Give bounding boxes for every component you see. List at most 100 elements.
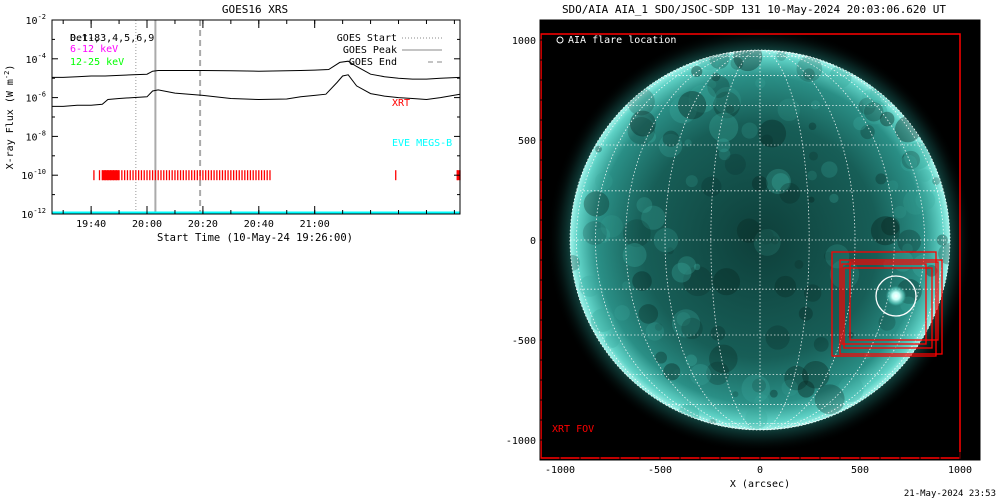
band-label-detectors: Det1,3,4,5,6,9 (70, 33, 154, 44)
solar-texture-patch (614, 305, 630, 321)
goes-x-axis: 19:40 20:00 20:20 20:40 21:00 (62, 20, 455, 230)
solar-texture-patch (736, 218, 762, 243)
solar-texture-patch (716, 138, 731, 153)
solar-texture-patch (693, 263, 701, 271)
solar-texture-patch (861, 88, 882, 109)
heliographic-grid (570, 50, 950, 430)
goes-event-lines (135, 20, 202, 214)
solar-texture-patch (641, 205, 666, 230)
solar-texture-patch (709, 344, 738, 374)
band-label-low-energy: 6-12 keV (70, 44, 118, 55)
solar-texture-patch (570, 255, 580, 271)
solar-texture-patch (718, 148, 731, 161)
solar-texture-patch (887, 180, 899, 192)
aia-y-tick-label: 500 (518, 136, 536, 147)
solar-texture-patch (632, 271, 652, 291)
solar-texture-patch (629, 110, 656, 137)
solar-texture-patch (653, 227, 679, 253)
solar-texture-patch (752, 378, 766, 393)
xrt-annotation: XRT (392, 98, 410, 109)
solar-texture-patch (769, 389, 778, 398)
solar-texture-patch (829, 65, 852, 89)
solar-texture-patch (673, 369, 682, 379)
solar-texture-patch (803, 284, 822, 302)
legend-goes-end-label: GOES End (349, 57, 397, 68)
solar-texture-patch (758, 119, 787, 148)
solar-texture-patch (754, 394, 770, 410)
goes-y-label-main: X-ray Flux (W m (5, 79, 16, 169)
solar-texture-patch (685, 354, 698, 367)
solar-texture-patch (579, 275, 601, 297)
goes-y-tick-base: 10 (21, 210, 33, 221)
flare-location-legend-label: AIA flare location (568, 35, 676, 46)
solar-texture-patch (582, 220, 607, 246)
goes-x-tick-label: 21:00 (300, 219, 330, 230)
goes-y-label-close: ) (5, 65, 16, 71)
goes-y-tick-exponent: -12 (33, 207, 46, 215)
goes-y-tick-label: 10-2 (26, 13, 46, 27)
solar-texture-patch (645, 322, 665, 341)
aia-y-tick-label: 1000 (512, 36, 536, 47)
solar-texture-patch (666, 247, 674, 255)
solar-texture-patch (860, 124, 875, 140)
solar-texture-patch (765, 168, 791, 195)
solar-texture-patch (662, 130, 680, 147)
goes-y-tick-exponent: -8 (38, 129, 46, 137)
goes-y-tick-base: 10 (21, 171, 33, 182)
solar-texture-patch (808, 196, 815, 203)
solar-texture-patch (879, 111, 895, 127)
solar-texture-patch (741, 122, 758, 139)
aia-legend: AIA flare location (556, 35, 676, 46)
solar-texture-patch (875, 173, 887, 185)
aia-x-axis: -1000 -500 0 500 1000 (545, 20, 972, 476)
goes-y-tick-base: 10 (26, 94, 38, 105)
goes-long-channel-line (52, 60, 460, 80)
goes-y-tick-base: 10 (26, 132, 38, 143)
solar-texture-patch (710, 325, 726, 341)
solar-texture-patch (671, 309, 701, 338)
goes-y-tick-label: 10-6 (26, 91, 46, 105)
solar-texture-patch (725, 104, 735, 114)
band-label-long: 0.1-8 (70, 33, 100, 44)
eve-annotation: EVE MEGS-B (392, 138, 452, 149)
goes-y-tick-exponent: -10 (33, 168, 46, 176)
goes-y-tick-label: 10-10 (21, 168, 46, 182)
solar-texture-patch (838, 376, 864, 403)
solar-texture-patch (900, 154, 918, 172)
solar-texture-patch (701, 176, 722, 197)
longitude-line (664, 50, 856, 430)
solar-texture-patch (724, 153, 746, 175)
aia-image-panel: SDO/AIA AIA_1 SDO/JSOC-SDP 131 10-May-20… (506, 3, 981, 490)
xrt-fov-label: XRT FOV (552, 424, 594, 435)
solar-texture-patch (823, 251, 833, 261)
solar-texture-patch (858, 97, 876, 115)
aia-y-tick-label: -500 (512, 336, 536, 347)
solar-texture-patch (810, 100, 820, 110)
longitude-line (576, 50, 944, 430)
solar-texture-patch (777, 98, 801, 122)
solar-texture-patch (595, 145, 602, 153)
xrt-pointing-boxes (831, 251, 943, 357)
solar-texture-patch (779, 182, 801, 204)
solar-disk-texture (570, 50, 950, 430)
solar-texture-patch (604, 333, 620, 348)
solar-texture-patch (732, 391, 739, 398)
goes-y-tick-base: 10 (26, 16, 38, 27)
xrt-pointing-box (843, 267, 933, 349)
xrt-observation-marks (93, 170, 461, 181)
aia-flare-location-marker (875, 275, 917, 317)
solar-texture-patch (774, 275, 797, 298)
aia-x-tick-label: -500 (648, 465, 672, 476)
goes-x-tick-label: 20:20 (188, 219, 218, 230)
solar-texture-patch (627, 117, 655, 145)
xrt-observation-block (102, 170, 120, 181)
goes-x-tick-label: 19:40 (76, 219, 106, 230)
aia-y-tick-label: -1000 (506, 436, 536, 447)
solar-texture-patch (622, 281, 631, 290)
solar-texture-patch (821, 161, 838, 178)
solar-texture-patch (713, 86, 742, 115)
solar-texture-patch (644, 130, 656, 143)
aia-y-tick-label: 0 (530, 236, 536, 247)
solar-texture-patch (677, 256, 697, 275)
solar-limb-outline (569, 49, 951, 431)
